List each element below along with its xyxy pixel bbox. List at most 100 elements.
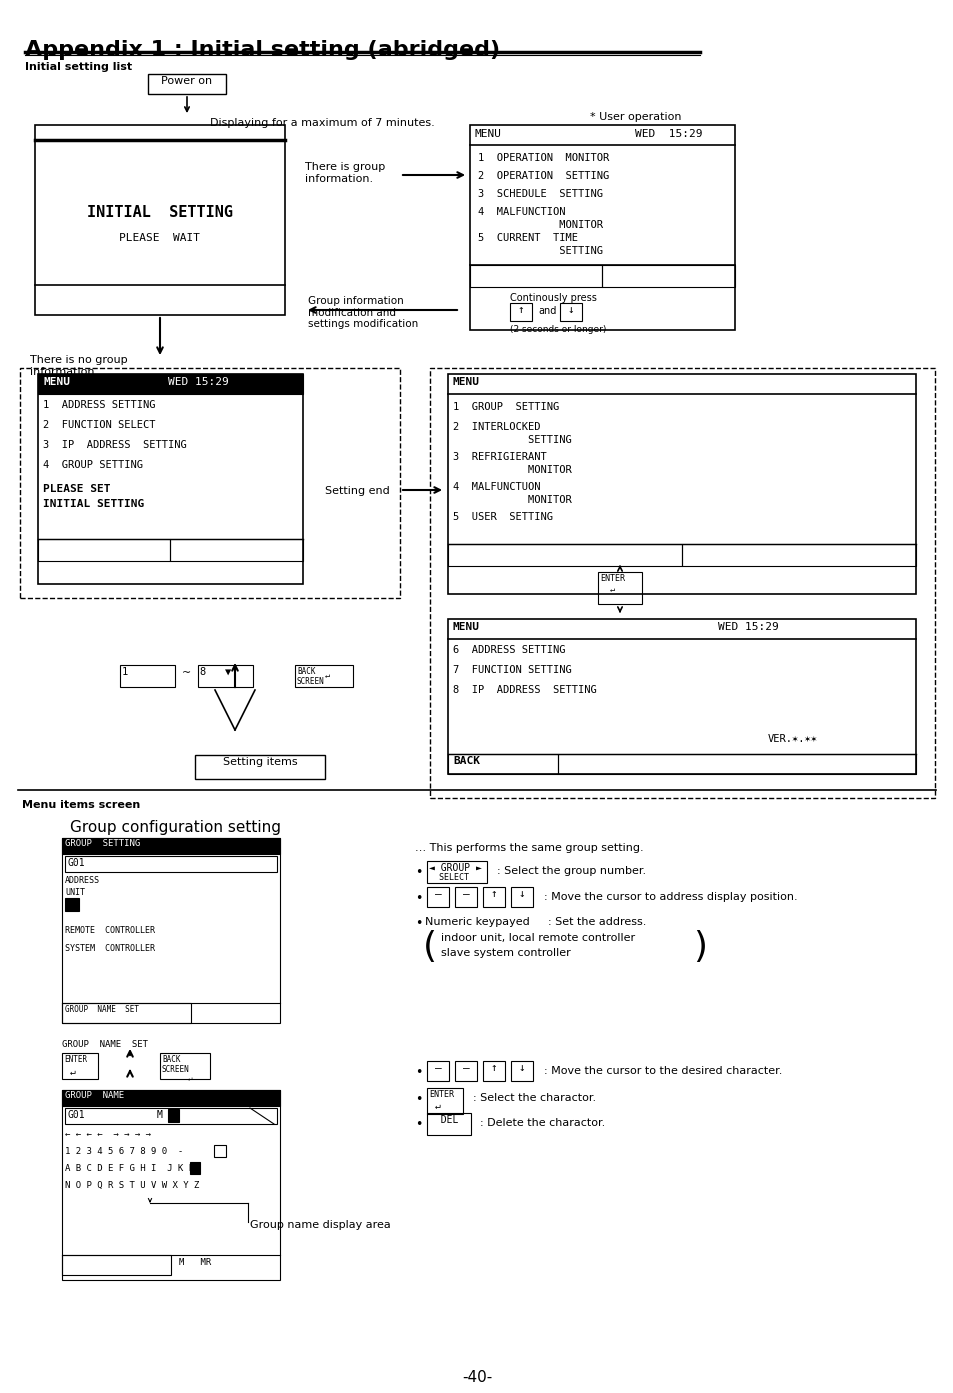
Text: A B C D E F G H I  J K L: A B C D E F G H I J K L [65,1165,193,1173]
Text: GROUP  SETTING: GROUP SETTING [65,839,140,848]
Bar [38,539,170,561]
Text: MENU: MENU [43,378,70,387]
Bar [482,887,504,907]
Text: •: • [415,1094,422,1106]
Bar [120,664,174,687]
Text: 3  IP  ADDRESS  SETTING: 3 IP ADDRESS SETTING [43,440,187,450]
Text: 3  REFRIGIERANT: 3 REFRIGIERANT [453,451,546,462]
Text: ~: ~ [182,669,191,678]
Bar [681,545,915,566]
Bar [470,125,734,330]
Text: 4  MALFUNCTION: 4 MALFUNCTION [477,208,565,217]
Text: •: • [415,866,422,879]
Text: DEL: DEL [429,1114,457,1126]
Text: -40-: -40- [461,1369,492,1385]
Bar [65,1107,276,1124]
Text: 5  CURRENT  TIME: 5 CURRENT TIME [477,233,578,242]
Bar [168,1109,179,1121]
Bar [511,887,533,907]
Text: ENTER: ENTER [64,1055,87,1064]
Text: —: — [462,889,469,898]
Text: G01: G01 [67,858,85,868]
Text: •: • [415,1066,422,1080]
Text: MENU: MENU [453,378,479,387]
Text: ↑: ↑ [490,1063,497,1073]
Text: MONITOR: MONITOR [477,220,602,230]
Text: Group name display area: Group name display area [250,1220,391,1230]
Bar [294,664,353,687]
Text: BACK: BACK [296,667,315,676]
Text: Initial setting list: Initial setting list [25,63,132,72]
Text: •: • [415,917,422,931]
Text: REMOTE  CONTROLLER: REMOTE CONTROLLER [65,926,154,935]
Text: M   MR: M MR [179,1258,211,1268]
Text: VER.✶.✶✶: VER.✶.✶✶ [767,734,817,744]
Text: 1  OPERATION  MONITOR: 1 OPERATION MONITOR [477,153,609,163]
Text: ◄ GROUP ►: ◄ GROUP ► [429,864,481,873]
Text: 5  USER  SETTING: 5 USER SETTING [453,513,553,522]
Text: WED 15:29: WED 15:29 [168,378,229,387]
Text: ↓: ↓ [518,889,525,898]
Text: SCREEN: SCREEN [296,677,324,685]
Text: BACK: BACK [453,756,479,766]
Bar [601,265,734,287]
Text: ADDRESS: ADDRESS [65,876,100,885]
Text: 1  ADDRESS SETTING: 1 ADDRESS SETTING [43,400,155,410]
Text: : Move the cursor to the desired character.: : Move the cursor to the desired charact… [543,1066,781,1075]
Text: * User operation: * User operation [589,111,680,123]
Bar [455,887,476,907]
Bar [198,664,253,687]
Text: 2  INTERLOCKED: 2 INTERLOCKED [453,422,540,432]
Text: MONITOR: MONITOR [453,465,571,475]
Text: ↵: ↵ [325,671,330,680]
Text: : Set the address.: : Set the address. [547,917,646,926]
Text: MENU: MENU [475,130,501,139]
Text: : Select the group number.: : Select the group number. [497,866,645,876]
Text: … This performs the same group setting.: … This performs the same group setting. [415,843,643,853]
Text: —: — [462,1063,469,1073]
Text: WED 15:29: WED 15:29 [718,623,778,632]
Text: ↓: ↓ [518,1063,525,1073]
Bar [482,1061,504,1081]
Bar [35,125,285,315]
Text: BACK: BACK [162,1055,180,1064]
Text: N O P Q R S T U V W X Y Z: N O P Q R S T U V W X Y Z [65,1181,199,1190]
Text: ↓: ↓ [567,305,574,315]
Text: : Select the charactor.: : Select the charactor. [473,1094,596,1103]
Bar [448,754,558,775]
Text: •: • [415,1119,422,1131]
Bar [62,1089,280,1280]
Text: •: • [415,892,422,905]
Text: Group information
modification and
settings modification: Group information modification and setti… [308,295,417,329]
Bar [190,1162,200,1174]
Text: 8  IP  ADDRESS  SETTING: 8 IP ADDRESS SETTING [453,685,597,695]
Bar [558,754,915,775]
Text: ↵: ↵ [435,1100,440,1112]
Bar [62,1053,98,1080]
Text: GROUP  NAME: GROUP NAME [65,1091,124,1100]
Bar [65,898,79,911]
Text: UNIT: UNIT [65,887,85,897]
Text: There is no group
information.: There is no group information. [30,355,128,376]
Text: ↵: ↵ [599,585,615,593]
Bar [511,1061,533,1081]
Text: SETTING: SETTING [477,247,602,256]
Text: 1  GROUP  SETTING: 1 GROUP SETTING [453,403,558,412]
Text: SELECT: SELECT [429,873,469,882]
Bar [213,1145,226,1158]
Text: Group configuration setting: Group configuration setting [70,820,281,834]
Text: 2  FUNCTION SELECT: 2 FUNCTION SELECT [43,421,155,430]
Text: ↑: ↑ [517,305,524,315]
Bar [427,887,449,907]
Bar [62,1089,280,1106]
Bar [448,618,915,775]
Bar [448,373,915,593]
Bar [194,755,325,779]
Text: INITIAL SETTING: INITIAL SETTING [43,499,144,508]
Bar [62,1003,191,1022]
Bar [598,573,641,605]
Text: GROUP  NAME  SET: GROUP NAME SET [62,1041,148,1049]
Bar [62,1255,171,1275]
Text: : Move the cursor to address display position.: : Move the cursor to address display pos… [543,892,797,903]
Text: slave system controller: slave system controller [440,949,570,958]
